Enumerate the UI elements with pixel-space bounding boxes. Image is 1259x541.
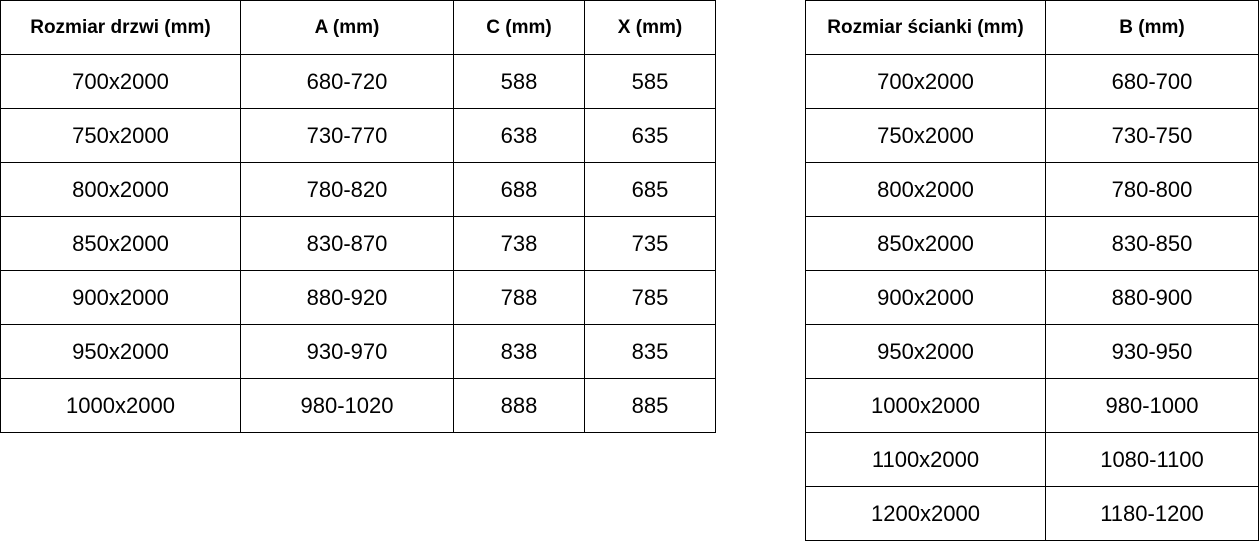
header-row: Rozmiar ścianki (mm) B (mm) (805, 0, 1259, 55)
table-cell: 730-750 (1045, 108, 1259, 163)
table-cell: 885 (584, 378, 716, 433)
table-cell: 735 (584, 216, 716, 271)
table-cell: 835 (584, 324, 716, 379)
table-cell: 1080-1100 (1045, 432, 1259, 487)
table-cell: 1180-1200 (1045, 486, 1259, 541)
header-a: A (mm) (240, 0, 454, 55)
table-cell: 800x2000 (0, 162, 241, 217)
header-row: Rozmiar drzwi (mm) A (mm) C (mm) X (mm) (0, 0, 716, 55)
table-cell: 1000x2000 (0, 378, 241, 433)
table-cell: 900x2000 (805, 270, 1046, 325)
table-row: 750x2000 730-750 (805, 108, 1259, 163)
table-cell: 850x2000 (805, 216, 1046, 271)
table-cell: 850x2000 (0, 216, 241, 271)
table-cell: 1200x2000 (805, 486, 1046, 541)
table-cell: 930-950 (1045, 324, 1259, 379)
table-row: 700x2000 680-720 588 585 (0, 54, 716, 109)
table-cell: 738 (453, 216, 585, 271)
table-cell: 588 (453, 54, 585, 109)
table-row: 1000x2000 980-1020 888 885 (0, 378, 716, 433)
table-row: 900x2000 880-900 (805, 270, 1259, 325)
header-wall-size: Rozmiar ścianki (mm) (805, 0, 1046, 55)
table-cell: 730-770 (240, 108, 454, 163)
table-cell: 750x2000 (0, 108, 241, 163)
table-cell: 950x2000 (805, 324, 1046, 379)
table-row: 850x2000 830-870 738 735 (0, 216, 716, 271)
table-cell: 830-870 (240, 216, 454, 271)
table-cell: 950x2000 (0, 324, 241, 379)
table-cell: 930-970 (240, 324, 454, 379)
table-cell: 750x2000 (805, 108, 1046, 163)
table-cell: 900x2000 (0, 270, 241, 325)
table-cell: 980-1020 (240, 378, 454, 433)
table-cell: 880-900 (1045, 270, 1259, 325)
table-cell: 1100x2000 (805, 432, 1046, 487)
header-c: C (mm) (453, 0, 585, 55)
table-row: 700x2000 680-700 (805, 54, 1259, 109)
table-cell: 888 (453, 378, 585, 433)
table-cell: 830-850 (1045, 216, 1259, 271)
header-b: B (mm) (1045, 0, 1259, 55)
table-row: 750x2000 730-770 638 635 (0, 108, 716, 163)
table-row: 850x2000 830-850 (805, 216, 1259, 271)
table-row: 800x2000 780-800 (805, 162, 1259, 217)
table-cell: 635 (584, 108, 716, 163)
table-cell: 980-1000 (1045, 378, 1259, 433)
table-cell: 838 (453, 324, 585, 379)
table-cell: 780-800 (1045, 162, 1259, 217)
table-cell: 638 (453, 108, 585, 163)
table-cell: 688 (453, 162, 585, 217)
table-row: 1100x2000 1080-1100 (805, 432, 1259, 487)
table-cell: 785 (584, 270, 716, 325)
door-size-table: Rozmiar drzwi (mm) A (mm) C (mm) X (mm) … (0, 0, 716, 433)
table-row: 1000x2000 980-1000 (805, 378, 1259, 433)
table-row: 900x2000 880-920 788 785 (0, 270, 716, 325)
header-x: X (mm) (584, 0, 716, 55)
table-cell: 685 (584, 162, 716, 217)
table-row: 950x2000 930-970 838 835 (0, 324, 716, 379)
table-cell: 1000x2000 (805, 378, 1046, 433)
table-row: 800x2000 780-820 688 685 (0, 162, 716, 217)
table-cell: 800x2000 (805, 162, 1046, 217)
table-cell: 788 (453, 270, 585, 325)
table-row: 1200x2000 1180-1200 (805, 486, 1259, 541)
wall-size-table: Rozmiar ścianki (mm) B (mm) 700x2000 680-… (805, 0, 1259, 541)
table-cell: 700x2000 (0, 54, 241, 109)
table-cell: 680-700 (1045, 54, 1259, 109)
table-cell: 680-720 (240, 54, 454, 109)
table-cell: 880-920 (240, 270, 454, 325)
table-row: 950x2000 930-950 (805, 324, 1259, 379)
header-door-size: Rozmiar drzwi (mm) (0, 0, 241, 55)
table-cell: 700x2000 (805, 54, 1046, 109)
table-cell: 585 (584, 54, 716, 109)
table-cell: 780-820 (240, 162, 454, 217)
